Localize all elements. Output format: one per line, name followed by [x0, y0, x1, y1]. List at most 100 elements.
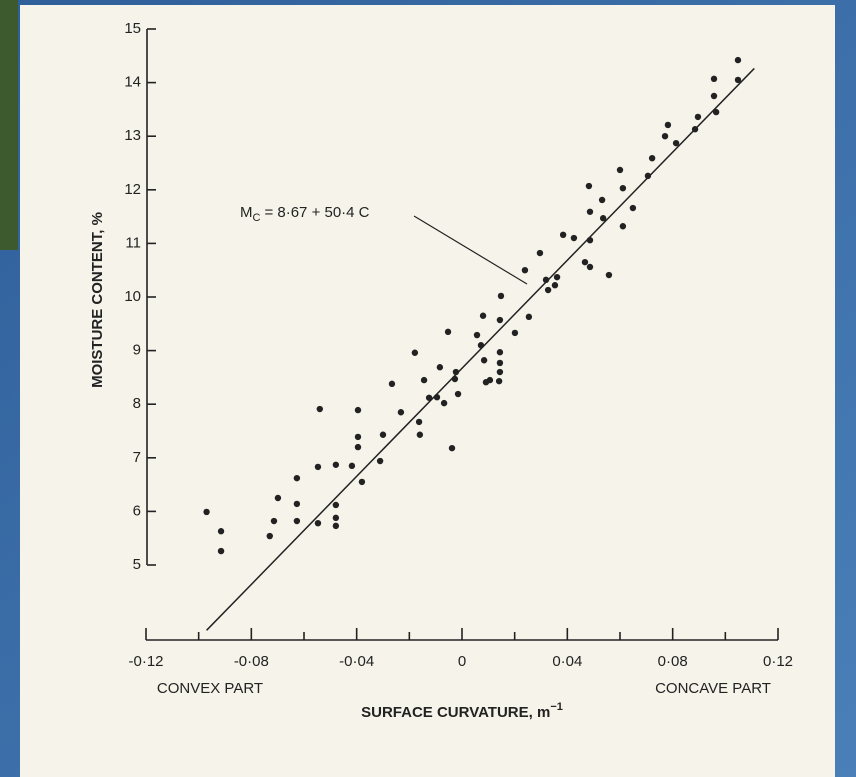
point	[664, 121, 672, 129]
point	[354, 406, 362, 414]
point	[293, 517, 301, 525]
point	[553, 273, 561, 281]
point	[354, 443, 362, 451]
equation-sub: C	[253, 212, 261, 224]
concave-note: CONCAVE PART	[655, 680, 771, 697]
point	[425, 394, 433, 401]
point	[496, 359, 504, 367]
point	[496, 349, 504, 356]
point	[486, 376, 494, 384]
point	[293, 500, 301, 508]
point	[734, 56, 742, 64]
point	[332, 522, 340, 530]
point	[451, 375, 459, 383]
point	[691, 126, 699, 133]
point	[480, 357, 488, 364]
point	[570, 234, 578, 242]
point	[316, 405, 323, 413]
y-tick-label: 14	[124, 74, 141, 91]
point	[266, 532, 273, 540]
point	[672, 139, 680, 147]
point	[473, 331, 481, 339]
point	[496, 316, 504, 324]
point	[452, 368, 460, 376]
point	[734, 76, 742, 84]
point	[416, 431, 424, 438]
y-axis-label: MOISTURE CONTENT, %	[89, 212, 106, 388]
equation: MC = 8·67 + 50·4 C	[240, 204, 370, 224]
x-tick-label: 0·08	[658, 653, 688, 670]
y-tick-label: 15	[124, 20, 141, 37]
point	[648, 154, 656, 162]
point	[536, 249, 544, 257]
point	[388, 380, 396, 388]
point	[521, 267, 529, 274]
point	[448, 444, 456, 452]
y-tick-label: 9	[133, 342, 141, 359]
y-tick-label: 5	[133, 556, 141, 573]
equation-lhs: M	[240, 204, 253, 221]
point	[436, 364, 444, 371]
point	[511, 329, 519, 337]
y-tick-label: 11	[125, 234, 141, 251]
point	[203, 508, 210, 516]
point	[586, 236, 594, 244]
point	[397, 409, 405, 416]
x-axis-label-sup: −1	[550, 701, 563, 713]
point	[415, 418, 423, 426]
point	[544, 286, 552, 294]
y-tick-label: 13	[124, 127, 141, 144]
equation-leader	[413, 215, 528, 285]
point	[710, 75, 718, 83]
y-tick-label: 7	[133, 449, 141, 466]
point	[420, 376, 428, 384]
point	[585, 182, 593, 190]
point	[644, 172, 652, 180]
point	[440, 399, 448, 407]
point	[376, 457, 384, 465]
point	[712, 108, 720, 116]
x-tick-label: 0·04	[552, 653, 582, 670]
point	[433, 394, 441, 401]
point	[217, 528, 225, 535]
x-tick-label: -0·04	[339, 653, 374, 670]
paper	[20, 5, 835, 777]
x-tick-label: -0·08	[234, 653, 269, 670]
point	[525, 313, 533, 321]
y-tick-label: 10	[124, 288, 141, 305]
point	[586, 208, 594, 215]
point	[293, 474, 301, 482]
point	[379, 431, 387, 438]
x-axis-label-main: SURFACE CURVATURE, m	[361, 704, 550, 721]
point	[581, 258, 589, 266]
point	[454, 390, 462, 398]
point	[270, 517, 278, 525]
point	[710, 92, 718, 100]
photo-edge	[0, 0, 18, 250]
point	[616, 166, 624, 174]
point	[332, 461, 340, 468]
point	[411, 349, 419, 356]
point	[496, 368, 504, 376]
point	[559, 231, 567, 239]
point	[605, 271, 613, 279]
point	[599, 215, 607, 222]
point	[477, 342, 485, 349]
point	[348, 462, 356, 470]
point	[694, 113, 702, 121]
point	[354, 433, 362, 441]
point	[551, 282, 559, 289]
point	[314, 463, 322, 471]
x-tick-label: -0·12	[128, 653, 163, 670]
point	[332, 514, 340, 522]
point	[586, 263, 594, 271]
point	[542, 276, 550, 284]
point	[661, 133, 669, 140]
point	[444, 328, 452, 336]
point	[274, 494, 282, 502]
x-tick-label: 0	[458, 653, 466, 670]
point	[314, 519, 322, 527]
point	[495, 377, 503, 385]
